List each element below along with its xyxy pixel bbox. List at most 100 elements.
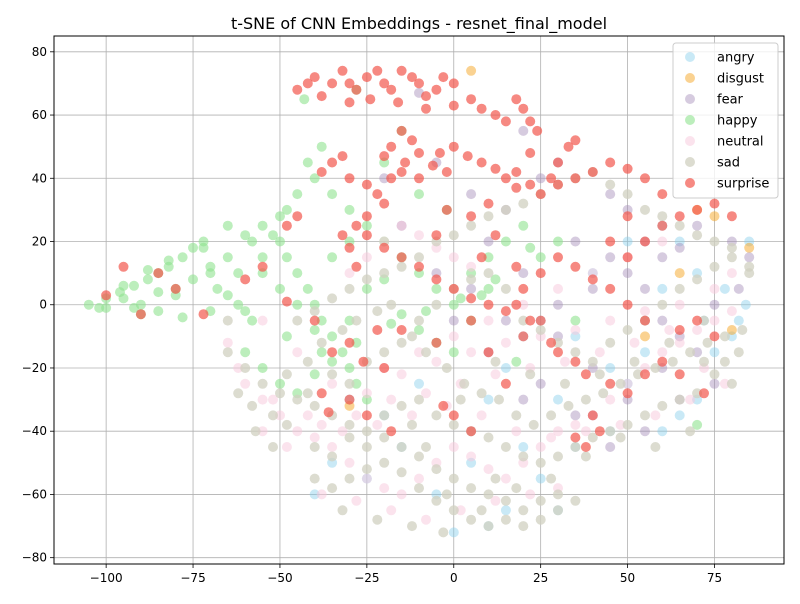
neutral-point	[560, 356, 570, 367]
fear-point	[518, 125, 529, 136]
happy-point	[386, 318, 397, 329]
fear-point	[553, 299, 563, 310]
fear-point	[709, 299, 720, 310]
fear-point	[709, 378, 720, 389]
surprise-point	[396, 65, 407, 76]
neutral-point	[379, 483, 390, 494]
sad-point	[257, 378, 268, 389]
x-tick-label: −100	[90, 571, 123, 585]
neutral-point	[316, 489, 327, 500]
sad-point	[379, 268, 390, 279]
surprise-point	[407, 135, 417, 146]
surprise-point	[344, 78, 355, 89]
surprise-point	[657, 189, 668, 200]
sad-point	[396, 400, 407, 411]
surprise-point	[361, 410, 372, 421]
surprise-point	[525, 116, 536, 127]
happy-point	[198, 242, 209, 253]
surprise-point	[448, 141, 459, 152]
neutral-point	[657, 236, 668, 247]
surprise-point	[605, 378, 616, 389]
surprise-point	[570, 261, 581, 272]
sad-point	[629, 356, 640, 367]
series-surprise	[101, 65, 737, 452]
sad-point	[563, 400, 574, 411]
happy-point	[327, 252, 338, 263]
sad-point	[466, 514, 477, 525]
surprise-point	[500, 306, 511, 317]
neutral-point	[685, 394, 696, 405]
sad-point	[594, 369, 605, 380]
surprise-point	[640, 315, 650, 326]
happy-point	[490, 274, 501, 285]
surprise-point	[170, 283, 181, 294]
sad-point	[674, 220, 685, 231]
neutral-point	[257, 394, 268, 405]
neutral-point	[664, 325, 675, 335]
y-tick-label: 0	[39, 298, 47, 312]
neutral-point	[709, 283, 720, 294]
surprise-point	[640, 369, 650, 380]
neutral-point	[386, 394, 397, 405]
surprise-point	[525, 179, 536, 190]
happy-point	[309, 325, 320, 335]
neutral-point	[222, 337, 233, 348]
surprise-point	[344, 337, 355, 348]
y-tick-label: 20	[32, 235, 47, 249]
neutral-point	[344, 268, 355, 279]
happy-point	[268, 230, 278, 241]
angry-point	[535, 473, 546, 484]
surprise-point	[386, 141, 397, 152]
neutral-point	[361, 473, 372, 484]
happy-point	[309, 173, 320, 184]
legend-marker-angry	[685, 52, 695, 62]
sad-point	[500, 514, 511, 525]
happy-point	[448, 299, 459, 310]
neutral-point	[448, 331, 459, 342]
surprise-point	[594, 426, 605, 437]
neutral-point	[466, 261, 477, 272]
sad-point	[327, 451, 338, 462]
surprise-point	[337, 65, 348, 76]
surprise-point	[483, 299, 494, 310]
happy-point	[414, 189, 424, 200]
surprise-point	[434, 148, 445, 158]
surprise-point	[379, 198, 390, 209]
sad-point	[448, 473, 459, 484]
sad-point	[580, 394, 591, 405]
sad-point	[511, 483, 522, 494]
sad-point	[598, 388, 609, 399]
sad-point	[500, 283, 511, 294]
sad-point	[546, 473, 557, 484]
series-neutral	[222, 220, 737, 525]
sad-point	[518, 521, 529, 532]
sad-point	[372, 514, 383, 525]
surprise-point	[316, 388, 327, 399]
axis-ticks: −100 −75 −50 −25 0 25 50 75 −80 −60 −40 −20 0 20 40 60 8…	[22, 45, 722, 585]
sad-point	[733, 347, 744, 358]
sad-point	[709, 236, 720, 247]
sad-point	[344, 432, 355, 443]
happy-point	[316, 315, 327, 326]
sad-point	[500, 442, 511, 452]
neutral-point	[500, 473, 511, 484]
sad-point	[476, 388, 487, 399]
sad-point	[414, 483, 424, 494]
happy-point	[94, 302, 105, 313]
angry-point	[733, 315, 744, 326]
sad-point	[281, 419, 292, 430]
surprise-point	[421, 91, 431, 102]
sad-point	[421, 442, 431, 452]
happy-point	[275, 283, 285, 294]
surprise-point	[622, 163, 633, 174]
angry-point	[414, 378, 424, 389]
surprise-point	[490, 230, 501, 241]
sad-point	[222, 347, 233, 358]
sad-point	[379, 410, 390, 421]
happy-point	[281, 252, 292, 263]
sad-point	[640, 204, 650, 215]
sad-point	[386, 299, 397, 310]
surprise-point	[500, 173, 511, 184]
fear-point	[587, 283, 598, 294]
